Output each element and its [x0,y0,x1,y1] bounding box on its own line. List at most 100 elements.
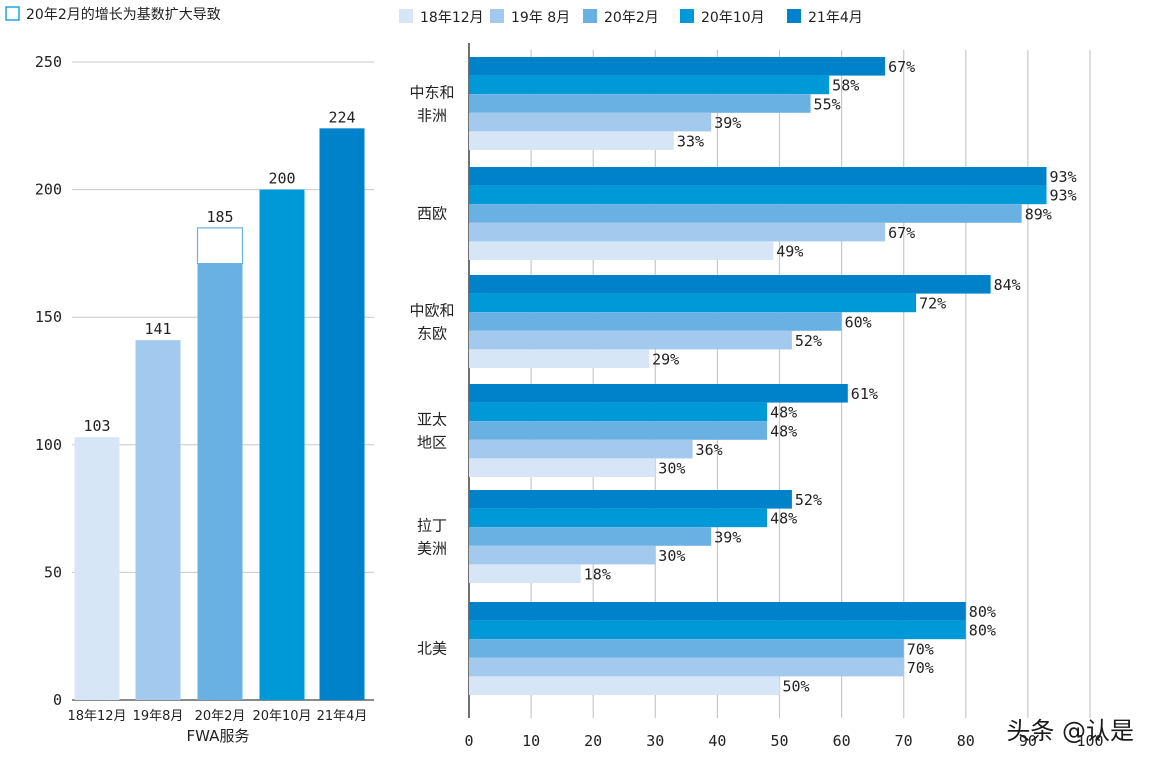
x-tick-label: 20年2月 [195,709,246,724]
data-label: 200 [268,170,295,188]
bar [469,490,792,509]
y-category-label: 西欧 [417,205,447,223]
x-tick-label: 30 [646,732,664,750]
bar [469,57,886,76]
data-label: 80% [969,603,996,621]
legend-label: 20年2月 [604,10,659,26]
x-tick-label: 70 [895,732,913,750]
bar [197,263,243,700]
data-label: 30% [658,460,685,478]
y-category-label: 北美 [417,640,447,658]
legend-label: 19年 8月 [511,10,570,26]
bar [469,421,768,440]
data-label: 89% [1025,205,1052,223]
data-label: 224 [328,108,355,126]
bar [469,94,811,113]
data-label: 70% [907,640,934,658]
legend-swatch [490,9,504,23]
x-axis-title: FWA服务 [187,727,250,745]
y-tick-label: 50 [44,563,62,581]
data-label: 52% [795,491,822,509]
y-category-label: 中东和 [409,84,454,102]
data-label: 30% [658,547,685,565]
bar [469,620,966,640]
y-category-label: 美洲 [417,540,447,558]
bar [469,204,1022,223]
data-label: 103 [83,417,110,435]
y-category-label: 亚太 [417,411,447,429]
data-label: 18% [584,566,611,584]
data-label: 58% [832,77,859,95]
data-label: 141 [144,320,171,338]
x-tick-label: 90 [1019,732,1037,750]
bar-growth-outline [196,227,244,265]
bar [469,131,674,150]
bar [469,312,842,331]
bar [469,349,650,368]
bar [469,275,991,294]
note-swatch [5,6,20,21]
data-label: 93% [1050,168,1077,186]
data-label: 67% [888,224,915,242]
x-tick-label: 20年10月 [252,709,311,724]
x-tick-label: 0 [464,732,473,750]
bar [135,340,181,700]
data-label: 84% [994,276,1021,294]
data-label: 50% [783,678,810,696]
legend-label: 18年12月 [420,10,484,26]
legend-swatch [680,9,694,23]
legend-swatch [583,9,597,23]
data-label: 61% [851,385,878,403]
x-tick-label: 60 [833,732,851,750]
y-category-label: 中欧和 [409,302,454,320]
data-label: 185 [206,208,233,226]
bar [469,676,780,695]
data-label: 36% [696,441,723,459]
x-tick-label: 100 [1076,732,1103,750]
data-label: 48% [770,510,797,528]
bar [469,458,656,477]
legend-label: 21年4月 [808,10,863,26]
data-label: 48% [770,422,797,440]
note-text: 20年2月的增长为基数扩大导致 [26,6,221,23]
data-label: 70% [907,659,934,677]
y-category-label: 拉丁 [417,517,447,535]
x-tick-label: 20 [584,732,602,750]
data-label: 39% [714,114,741,132]
bar [469,185,1047,205]
legend-swatch [399,9,413,23]
bar [469,167,1047,186]
bar [469,545,656,565]
bar [469,527,712,546]
y-tick-label: 250 [35,53,62,71]
bar [469,330,792,350]
data-label: 48% [770,404,797,422]
bar [469,241,774,260]
x-tick-label: 10 [522,732,540,750]
bar [319,128,365,701]
bar [469,384,848,403]
data-label: 67% [888,58,915,76]
bar [469,564,581,583]
x-tick-label: 40 [708,732,726,750]
x-tick-label: 19年8月 [133,709,184,724]
bar [469,402,768,422]
data-label: 93% [1050,187,1077,205]
bar [74,437,120,700]
y-tick-label: 100 [35,436,62,454]
x-tick-label: 21年4月 [317,709,368,724]
y-tick-label: 150 [35,308,62,326]
bar [469,657,904,677]
y-category-label: 东欧 [417,325,447,343]
legend-label: 20年10月 [701,10,765,26]
y-tick-label: 0 [53,691,62,709]
data-label: 55% [814,95,841,113]
data-label: 33% [677,133,704,151]
bar [469,293,917,313]
bar [469,75,830,95]
bar [469,602,966,621]
data-label: 60% [845,313,872,331]
data-label: 49% [776,243,803,261]
